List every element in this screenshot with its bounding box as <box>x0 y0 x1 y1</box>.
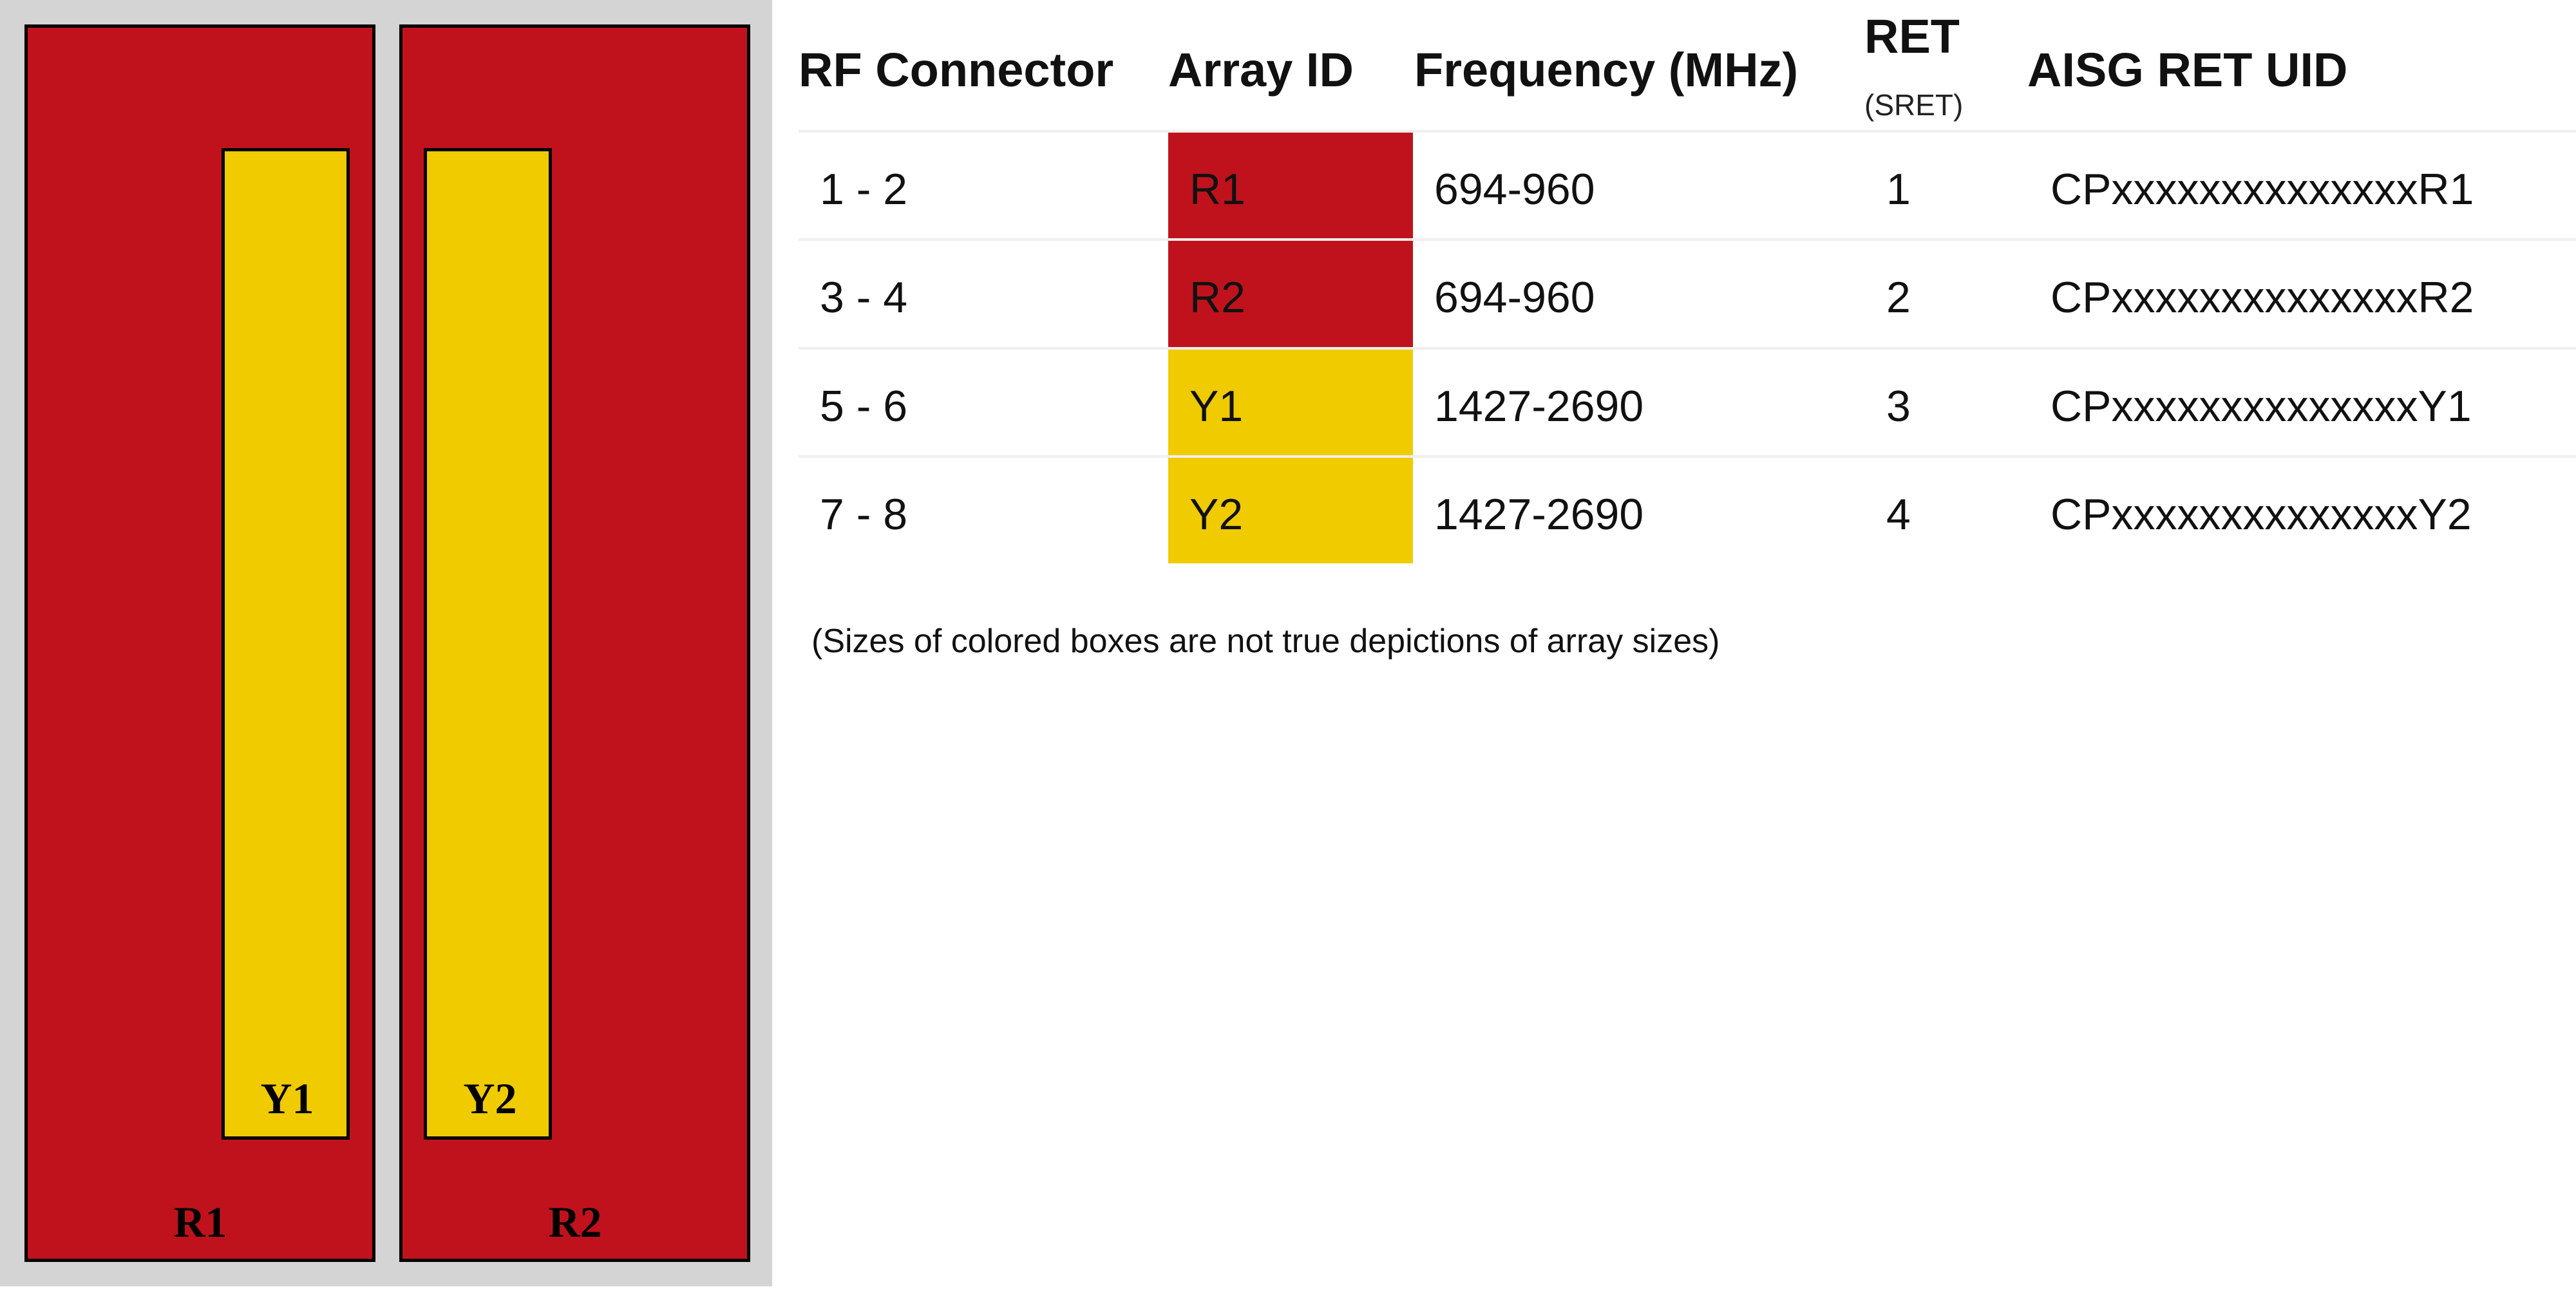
array-swatch-r1 <box>1168 133 1413 238</box>
array-swatch-y2 <box>1168 458 1413 563</box>
cell-rf: 5 - 6 <box>820 382 908 431</box>
cell-freq: 694-960 <box>1434 165 1595 214</box>
cell-uid: CPxxxxxxxxxxxxxxR2 <box>2050 273 2474 322</box>
cell-ret: 4 <box>1886 490 1911 539</box>
cell-rf: 3 - 4 <box>820 273 908 322</box>
array-swatch-r2 <box>1168 241 1413 347</box>
cell-array: R2 <box>1189 273 1245 322</box>
cell-array: Y2 <box>1189 490 1244 539</box>
row-divider <box>799 238 2576 241</box>
header-ret-sub: (SRET) <box>1864 88 1964 122</box>
header-frequency: Frequency (MHz) <box>1414 43 1799 97</box>
array-r2-label: R2 <box>548 1198 602 1246</box>
cell-ret: 1 <box>1886 165 1911 214</box>
cell-rf: 1 - 2 <box>820 165 908 214</box>
row-divider <box>799 455 2576 458</box>
cell-freq: 694-960 <box>1434 273 1595 322</box>
cell-ret: 3 <box>1886 382 1911 431</box>
cell-uid: CPxxxxxxxxxxxxxxY1 <box>2050 382 2472 431</box>
array-y1-label: Y1 <box>260 1074 314 1123</box>
array-y2-box <box>424 148 552 1140</box>
cell-uid: CPxxxxxxxxxxxxxxY2 <box>2050 490 2472 539</box>
footnote: (Sizes of colored boxes are not true dep… <box>811 623 1720 660</box>
header-rf-connector: RF Connector <box>799 43 1114 97</box>
row-divider <box>799 347 2576 350</box>
cell-array: R1 <box>1189 165 1245 214</box>
cell-rf: 7 - 8 <box>820 490 908 539</box>
cell-uid: CPxxxxxxxxxxxxxxR1 <box>2050 165 2474 214</box>
array-y1-box <box>222 148 350 1140</box>
cell-freq: 1427-2690 <box>1434 490 1644 539</box>
header-uid: AISG RET UID <box>2027 43 2348 97</box>
cell-ret: 2 <box>1886 273 1911 322</box>
array-y2-label: Y2 <box>463 1074 517 1123</box>
header-array-id: Array ID <box>1168 43 1354 97</box>
cell-freq: 1427-2690 <box>1434 382 1644 431</box>
cell-array: Y1 <box>1189 382 1244 431</box>
antenna-diagram: Y1 Y2 R1 R2 <box>0 0 772 1286</box>
row-divider <box>799 130 2576 133</box>
header-ret: RET <box>1864 10 1960 63</box>
array-r1-label: R1 <box>173 1198 227 1246</box>
array-swatch-y1 <box>1168 350 1413 455</box>
